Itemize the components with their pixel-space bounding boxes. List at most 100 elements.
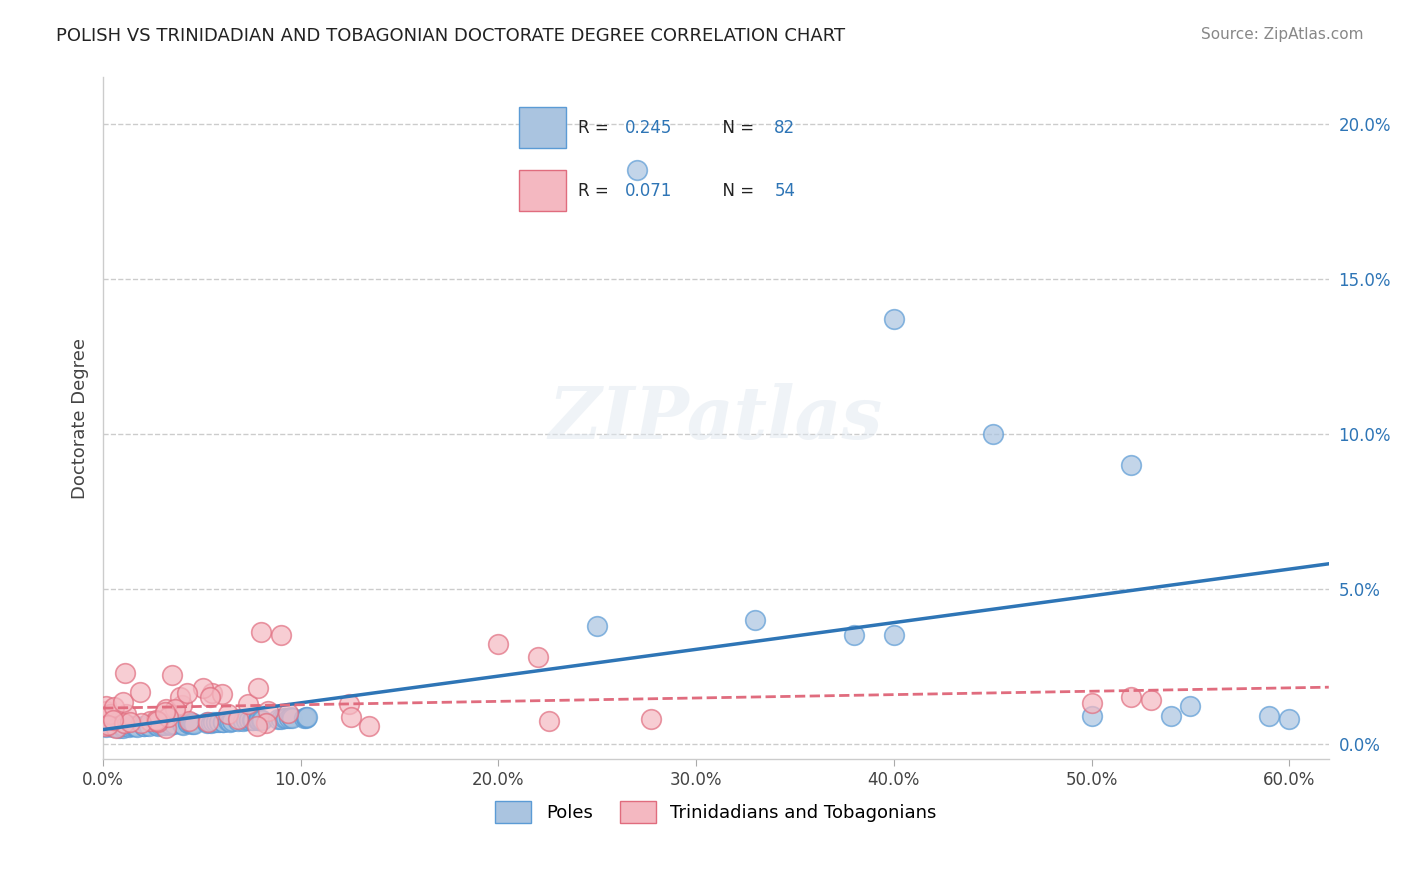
Point (181, 717, 204, 731)
Point (295, 710, 318, 724)
Point (179, 716, 201, 731)
Point (217, 706, 239, 721)
Point (488, 637, 510, 651)
Point (586, 619, 609, 633)
Point (179, 714, 201, 728)
Point (138, 718, 160, 732)
Point (165, 702, 187, 716)
Point (1160, 708, 1182, 723)
Point (883, 628, 905, 642)
Point (226, 714, 249, 728)
Point (626, 163, 648, 178)
Point (247, 713, 270, 727)
Point (242, 713, 264, 727)
Point (104, 721, 127, 735)
Point (744, 613, 766, 627)
Point (202, 714, 225, 729)
Point (267, 712, 290, 726)
Point (153, 718, 176, 732)
Point (94, 719, 117, 733)
Point (226, 712, 249, 726)
Point (177, 716, 200, 731)
Point (156, 710, 179, 724)
Point (246, 713, 269, 727)
Point (97, 718, 120, 732)
Point (274, 711, 297, 725)
Point (270, 628, 292, 642)
Point (340, 710, 363, 724)
Point (357, 719, 380, 733)
Point (149, 718, 172, 732)
Point (197, 715, 219, 730)
Point (136, 718, 159, 732)
Point (127, 720, 149, 734)
Point (139, 714, 162, 729)
Point (94, 705, 117, 719)
Point (195, 715, 218, 730)
Point (122, 719, 145, 733)
Point (169, 690, 191, 704)
Point (205, 714, 228, 729)
Point (197, 714, 219, 729)
Text: Source: ZipAtlas.com: Source: ZipAtlas.com (1201, 27, 1364, 42)
Point (181, 716, 204, 731)
Point (180, 716, 202, 731)
Point (118, 720, 141, 734)
Point (120, 719, 142, 733)
Point (112, 719, 135, 733)
Point (94, 720, 117, 734)
Point (98, 707, 121, 722)
Point (1140, 693, 1163, 707)
Point (200, 715, 222, 730)
Point (155, 721, 177, 735)
Point (1119, 690, 1142, 704)
Point (280, 710, 302, 724)
Point (105, 721, 128, 735)
Point (152, 718, 174, 732)
Point (254, 715, 277, 730)
Point (111, 721, 134, 735)
Point (883, 312, 905, 326)
Point (252, 713, 274, 727)
Point (249, 713, 271, 727)
Point (250, 625, 273, 640)
Point (1180, 699, 1202, 714)
Point (238, 713, 260, 727)
Point (211, 687, 233, 701)
Text: POLISH VS TRINIDADIAN AND TOBAGONIAN DOCTORATE DEGREE CORRELATION CHART: POLISH VS TRINIDADIAN AND TOBAGONIAN DOC… (56, 27, 845, 45)
Point (292, 710, 315, 724)
Point (337, 697, 360, 711)
Point (247, 681, 270, 696)
Point (208, 714, 231, 729)
Point (159, 717, 181, 731)
Point (108, 721, 131, 735)
Point (176, 686, 198, 700)
Point (153, 706, 176, 720)
Text: ZIPatlas: ZIPatlas (548, 383, 883, 454)
Point (124, 719, 146, 733)
Point (160, 667, 183, 681)
Y-axis label: Doctorate Degree: Doctorate Degree (72, 338, 89, 499)
Point (218, 715, 240, 730)
Point (96, 698, 118, 713)
Point (221, 714, 243, 729)
Point (538, 714, 561, 728)
Point (270, 712, 292, 726)
Point (132, 719, 155, 733)
Point (217, 714, 239, 728)
Point (107, 720, 129, 734)
Point (101, 713, 124, 727)
Point (247, 713, 270, 727)
Point (159, 718, 181, 732)
Point (273, 711, 295, 725)
Point (844, 628, 866, 642)
Point (111, 695, 134, 709)
Point (183, 716, 205, 731)
Point (280, 710, 302, 724)
Point (1278, 712, 1301, 726)
Point (295, 710, 318, 724)
Point (198, 690, 221, 705)
Point (145, 713, 167, 727)
Point (212, 714, 235, 729)
Point (277, 706, 299, 721)
